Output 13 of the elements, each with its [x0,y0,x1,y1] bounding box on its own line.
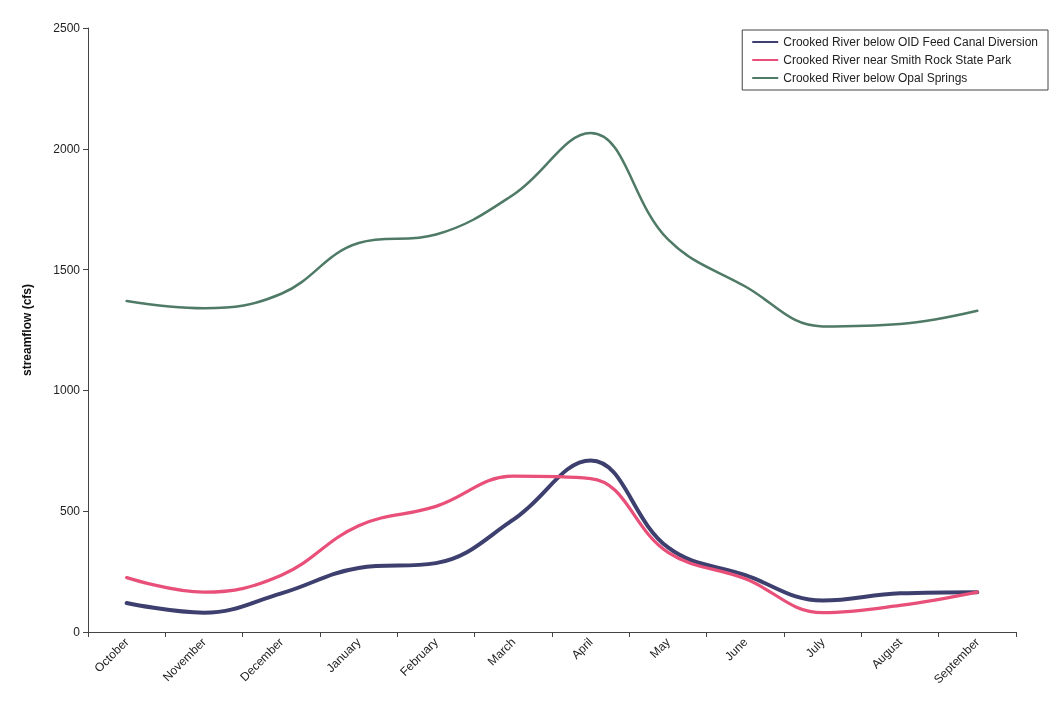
y-tick-label: 500 [59,504,81,519]
legend-label: Crooked River near Smith Rock State Park [783,53,1013,67]
x-tick-label: July [802,635,828,661]
legend-label: Crooked River below OID Feed Canal Diversion [783,35,1039,49]
line-series [125,131,979,328]
y-tick-label: 1000 [53,383,81,398]
y-axis-title: streamflow (cfs) [20,283,34,377]
legend-label: Crooked River below Opal Springs [783,71,968,85]
y-tick-label: 2000 [53,141,81,156]
x-tick-label: May [647,635,673,661]
y-tick-label: 1500 [53,262,81,277]
y-tick-label: 2500 [53,21,81,35]
y-tick-label: 0 [73,625,81,639]
